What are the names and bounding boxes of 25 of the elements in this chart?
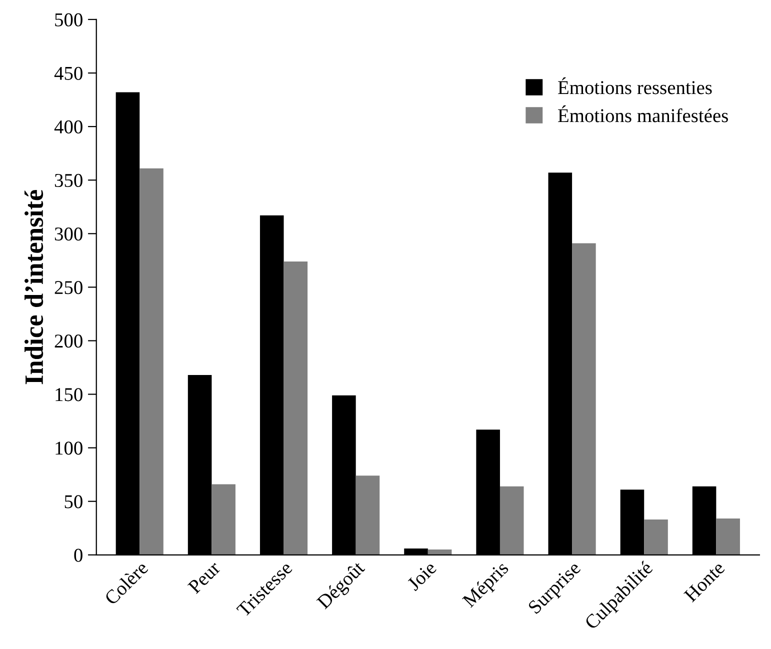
legend-label: Émotions ressenties	[558, 77, 712, 94]
bar	[716, 518, 740, 555]
x-tick-label: Peur	[187, 560, 222, 594]
y-axis-title: Indice d’intensité	[24, 190, 44, 384]
y-tick-label: 0	[74, 548, 82, 562]
legend-label: Émotions manifestées	[558, 105, 728, 122]
y-tick-label: 450	[54, 66, 82, 80]
y-tick-label: 150	[56, 388, 82, 402]
bar	[500, 486, 524, 555]
x-tick-label: Joie	[406, 560, 438, 592]
y-tick-label: 50	[64, 495, 82, 508]
y-tick-label: 500	[55, 13, 82, 26]
y-tick-label: 200	[54, 334, 82, 348]
y-tick-label: 100	[56, 442, 82, 455]
bar	[212, 484, 236, 555]
bar	[428, 550, 452, 555]
y-tick-label: 300	[54, 227, 82, 241]
bar	[356, 476, 380, 555]
bar	[644, 520, 668, 555]
bar	[572, 243, 596, 555]
y-tick-label: 350	[54, 174, 82, 188]
bar	[140, 168, 164, 555]
y-tick-label: 250	[54, 281, 82, 294]
y-tick-label: 400	[54, 120, 82, 134]
bar	[284, 261, 308, 555]
